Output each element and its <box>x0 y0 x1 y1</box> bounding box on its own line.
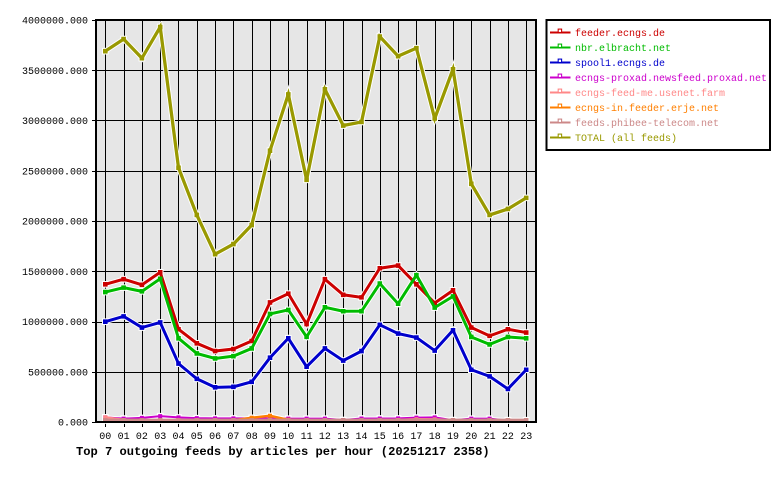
svg-text:03: 03 <box>154 432 166 443</box>
svg-text:12: 12 <box>319 432 331 443</box>
svg-text:ecngs-feed-me.usenet.farm: ecngs-feed-me.usenet.farm <box>575 88 725 100</box>
svg-text:20: 20 <box>465 432 477 443</box>
svg-text:feeds.phibee-telecom.net: feeds.phibee-telecom.net <box>575 118 719 130</box>
svg-text:Top 7 outgoing feeds by articl: Top 7 outgoing feeds by articles per hou… <box>76 445 490 459</box>
svg-text:0.000: 0.000 <box>58 419 88 430</box>
svg-text:02: 02 <box>136 432 148 443</box>
svg-text:11: 11 <box>301 432 313 443</box>
svg-text:ecngs-in.feeder.erje.net: ecngs-in.feeder.erje.net <box>575 103 719 115</box>
svg-text:3000000.000: 3000000.000 <box>22 117 88 128</box>
svg-text:16: 16 <box>392 432 404 443</box>
svg-text:01: 01 <box>118 432 130 443</box>
svg-text:1000000.000: 1000000.000 <box>22 318 88 329</box>
svg-text:07: 07 <box>227 432 239 443</box>
svg-text:18: 18 <box>429 432 441 443</box>
svg-text:21: 21 <box>484 432 496 443</box>
svg-text:15: 15 <box>374 432 386 443</box>
svg-text:09: 09 <box>264 432 276 443</box>
svg-text:spool1.ecngs.de: spool1.ecngs.de <box>575 58 665 70</box>
svg-text:1500000.000: 1500000.000 <box>22 268 88 279</box>
svg-text:TOTAL (all feeds): TOTAL (all feeds) <box>575 133 677 145</box>
svg-text:13: 13 <box>337 432 349 443</box>
svg-text:05: 05 <box>191 432 203 443</box>
svg-text:500000.000: 500000.000 <box>28 368 88 379</box>
svg-text:4000000.000: 4000000.000 <box>22 17 88 28</box>
svg-text:10: 10 <box>282 432 294 443</box>
svg-text:19: 19 <box>447 432 459 443</box>
svg-text:22: 22 <box>502 432 514 443</box>
svg-text:3500000.000: 3500000.000 <box>22 67 88 78</box>
svg-text:nbr.elbracht.net: nbr.elbracht.net <box>575 43 671 55</box>
svg-text:ecngs-proxad.newsfeed.proxad.n: ecngs-proxad.newsfeed.proxad.net <box>575 73 767 85</box>
svg-text:08: 08 <box>246 432 258 443</box>
svg-text:06: 06 <box>209 432 221 443</box>
svg-text:23: 23 <box>520 432 532 443</box>
svg-text:14: 14 <box>355 432 367 443</box>
svg-text:04: 04 <box>172 432 184 443</box>
svg-text:feeder.ecngs.de: feeder.ecngs.de <box>575 28 665 40</box>
svg-text:00: 00 <box>99 432 111 443</box>
svg-text:2500000.000: 2500000.000 <box>22 167 88 178</box>
svg-text:2000000.000: 2000000.000 <box>22 218 88 229</box>
svg-text:17: 17 <box>410 432 422 443</box>
